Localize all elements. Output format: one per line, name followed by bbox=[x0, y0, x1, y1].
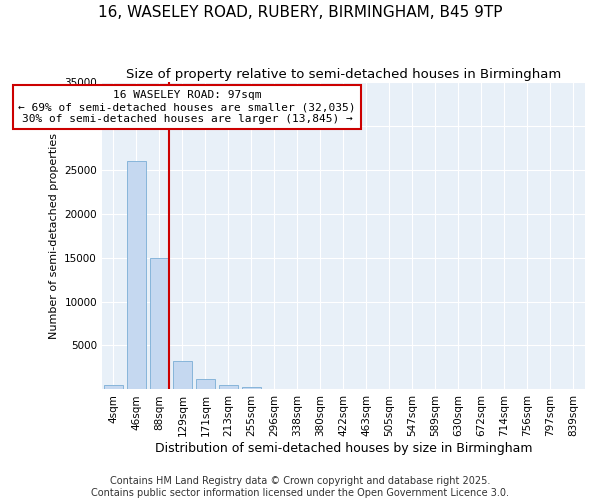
Title: Size of property relative to semi-detached houses in Birmingham: Size of property relative to semi-detach… bbox=[126, 68, 561, 80]
Text: 16, WASELEY ROAD, RUBERY, BIRMINGHAM, B45 9TP: 16, WASELEY ROAD, RUBERY, BIRMINGHAM, B4… bbox=[98, 5, 502, 20]
Bar bbox=[242, 387, 261, 390]
X-axis label: Distribution of semi-detached houses by size in Birmingham: Distribution of semi-detached houses by … bbox=[155, 442, 532, 455]
Bar bbox=[127, 161, 146, 390]
Bar bbox=[104, 385, 123, 390]
Y-axis label: Number of semi-detached properties: Number of semi-detached properties bbox=[49, 132, 59, 338]
Bar bbox=[265, 389, 284, 390]
Bar bbox=[218, 385, 238, 390]
Bar bbox=[149, 258, 169, 390]
Bar bbox=[196, 379, 215, 390]
Text: Contains HM Land Registry data © Crown copyright and database right 2025.
Contai: Contains HM Land Registry data © Crown c… bbox=[91, 476, 509, 498]
Bar bbox=[173, 362, 192, 390]
Text: 16 WASELEY ROAD: 97sqm
← 69% of semi-detached houses are smaller (32,035)
30% of: 16 WASELEY ROAD: 97sqm ← 69% of semi-det… bbox=[18, 90, 356, 124]
